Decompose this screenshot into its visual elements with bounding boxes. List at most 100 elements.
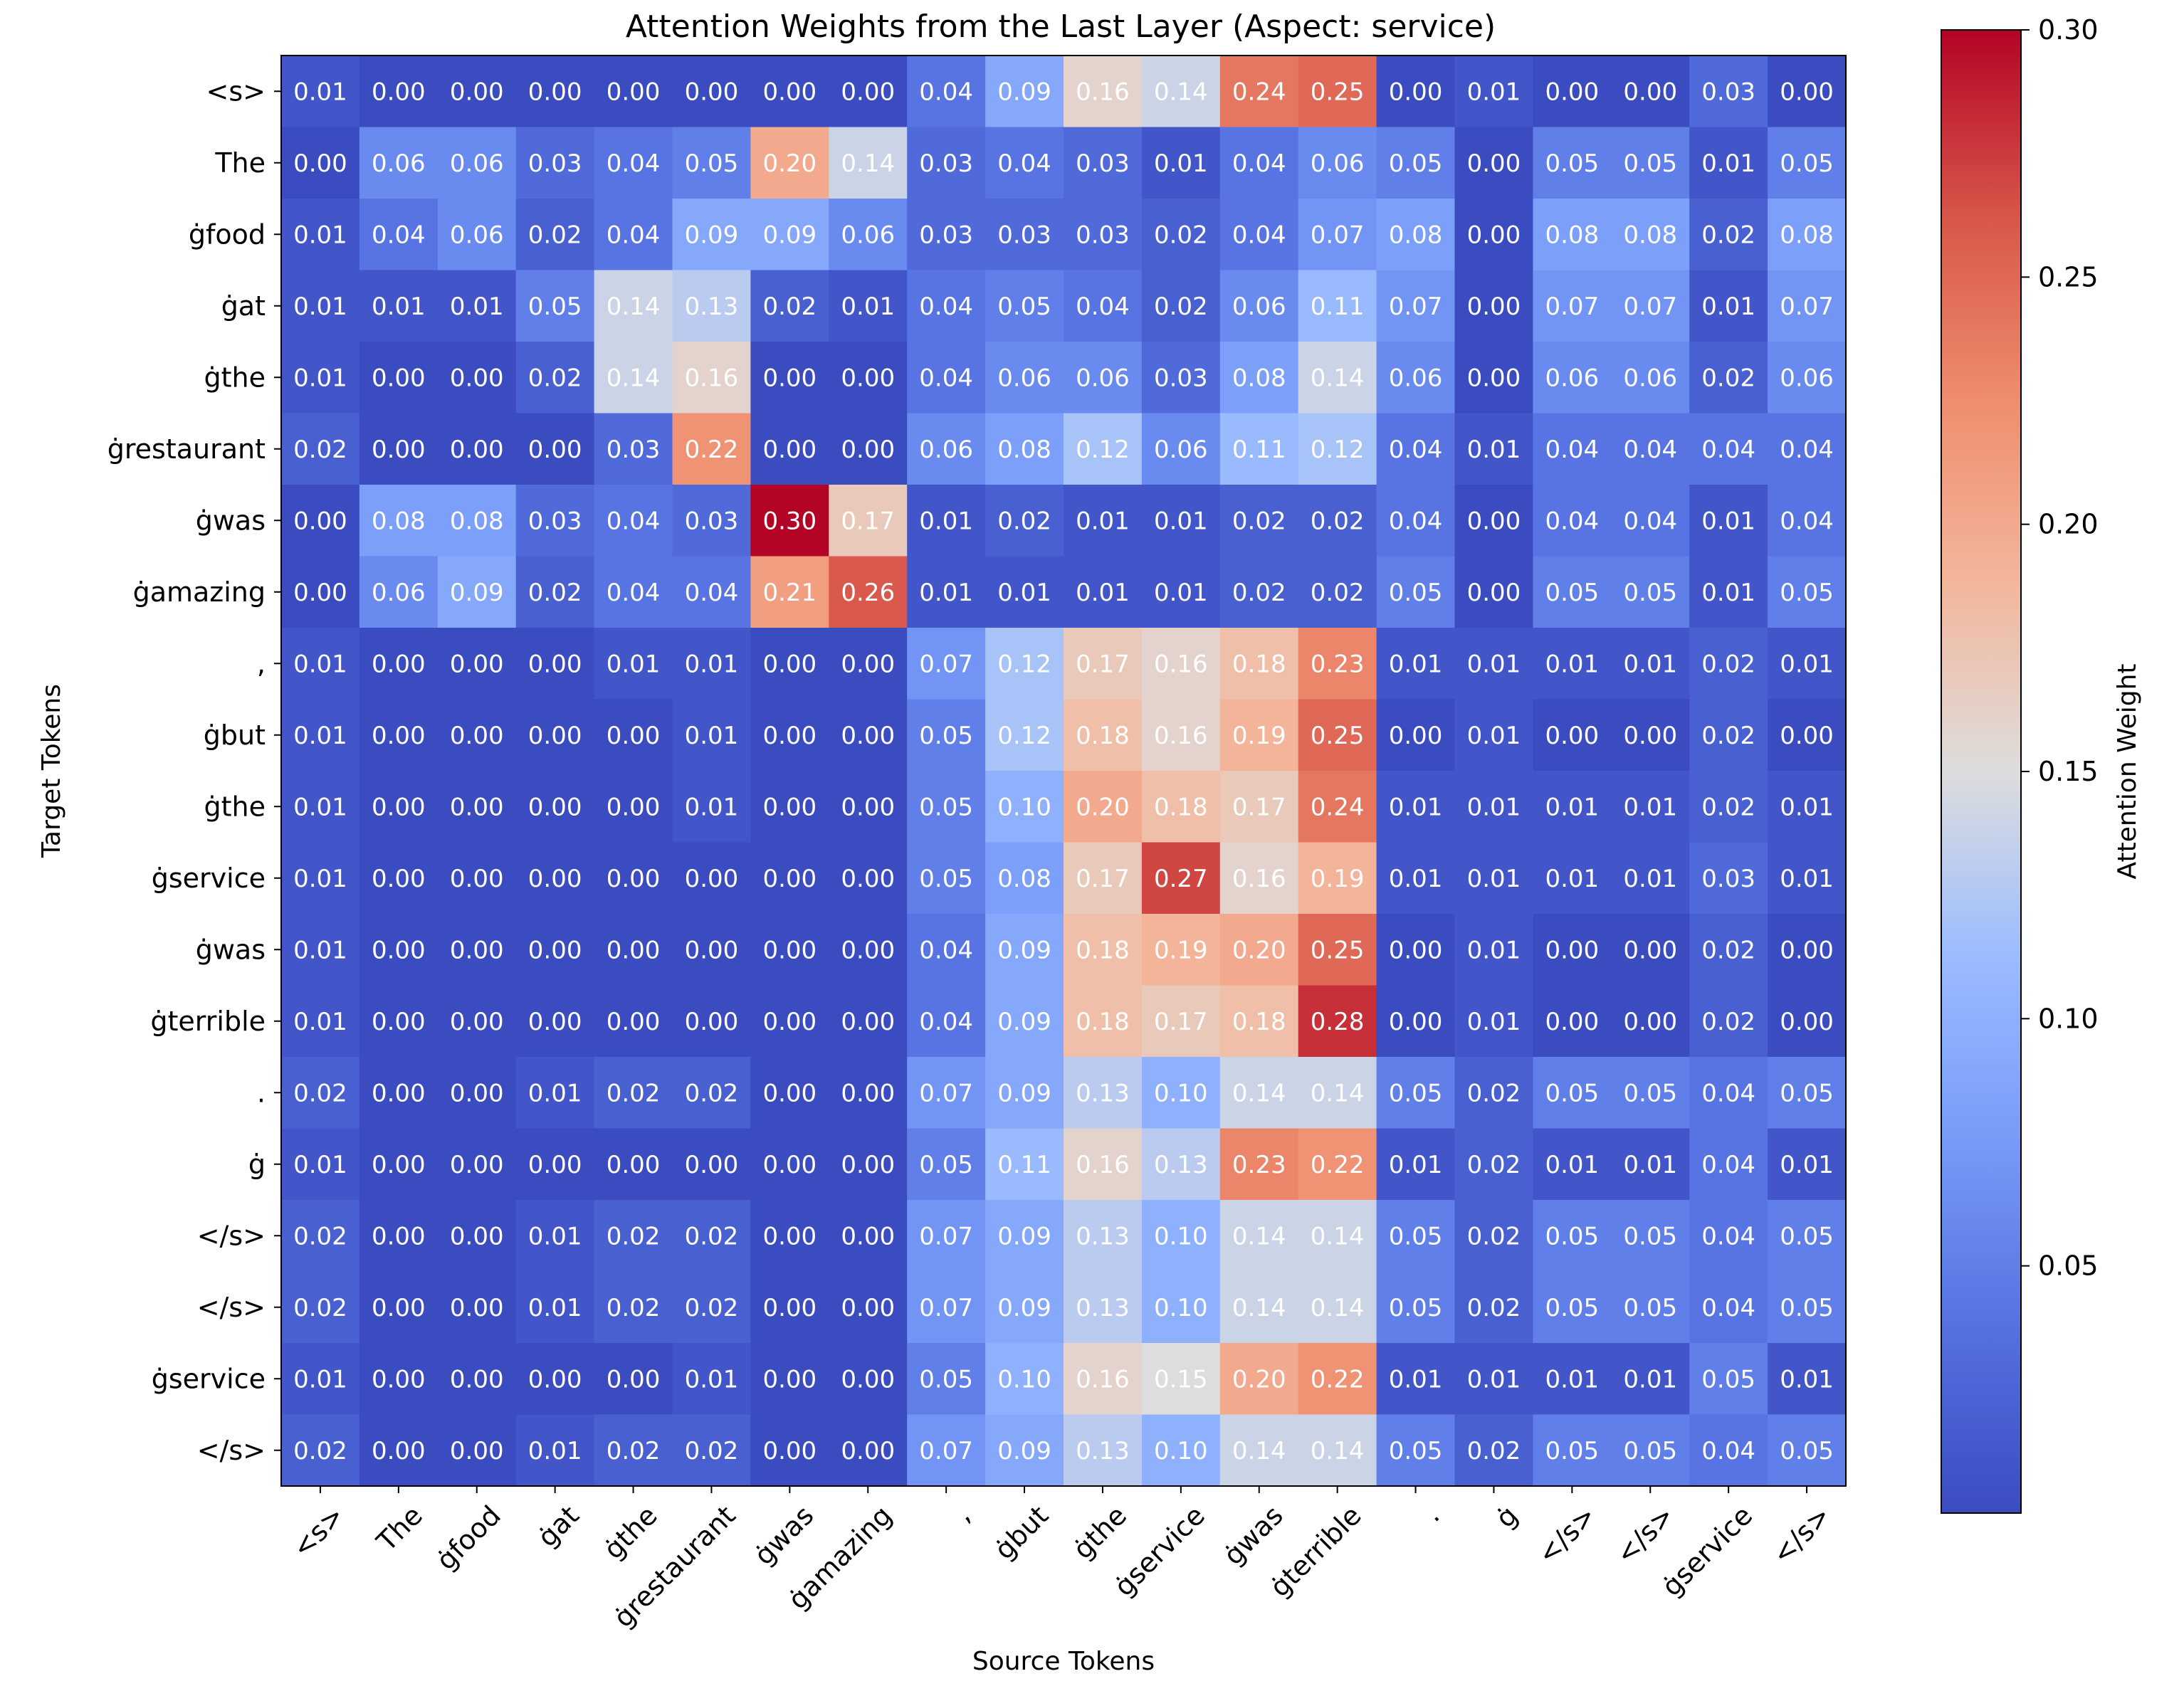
heatmap-cell [281, 1128, 360, 1201]
cell-value-label: 0.03 [1701, 78, 1755, 106]
cell-value-label: 0.09 [997, 78, 1051, 106]
cell-value-label: 0.00 [607, 1151, 661, 1179]
cell-value-label: 0.00 [762, 1294, 817, 1322]
cell-value-label: 0.06 [1780, 364, 1834, 392]
heatmap-cell [1454, 342, 1533, 414]
heatmap-cell [594, 1200, 673, 1273]
heatmap-cell [1611, 485, 1690, 557]
cell-value-label: 0.17 [1076, 865, 1130, 893]
heatmap-cell [594, 56, 673, 128]
heatmap-cell [829, 1343, 908, 1416]
cell-value-label: 0.00 [841, 1437, 895, 1465]
cell-value-label: 0.16 [685, 364, 739, 392]
cell-value-label: 0.19 [1154, 936, 1208, 964]
cell-value-label: 0.02 [1311, 507, 1365, 535]
heatmap-cell [359, 342, 439, 414]
cell-value-label: 0.25 [1311, 722, 1365, 750]
heatmap-cell [1533, 985, 1612, 1058]
heatmap-cell [1533, 199, 1612, 271]
heatmap-cell [515, 127, 595, 199]
cell-value-label: 0.08 [997, 865, 1051, 893]
heatmap-cell [594, 985, 673, 1058]
heatmap-cell [1298, 1343, 1377, 1416]
heatmap-cell [907, 771, 986, 843]
cell-value-label: 0.08 [1780, 221, 1834, 249]
cell-value-label: 0.03 [1154, 364, 1208, 392]
heatmap-cell [1219, 127, 1299, 199]
cell-value-label: 0.00 [841, 1008, 895, 1036]
heatmap-cell [1689, 127, 1768, 199]
cell-value-label: 0.06 [1232, 293, 1286, 321]
cell-value-label: 0.14 [1232, 1294, 1286, 1322]
cell-value-label: 0.05 [1623, 1294, 1677, 1322]
cell-value-label: 0.04 [1232, 149, 1286, 178]
x-tick-label: </s> [1610, 1500, 1680, 1570]
y-tick-label: ġwas [196, 934, 266, 965]
cell-value-label: 0.04 [607, 579, 661, 607]
cell-value-label: 0.08 [372, 507, 426, 535]
cell-value-label: 0.00 [450, 1222, 504, 1250]
heatmap-cell [750, 556, 829, 628]
cell-value-label: 0.03 [919, 221, 973, 249]
cell-value-label: 0.04 [1623, 436, 1677, 464]
heatmap-cell [750, 270, 829, 342]
cell-value-label: 0.00 [372, 1008, 426, 1036]
heatmap-cell [1376, 1200, 1456, 1273]
cell-value-label: 0.07 [919, 650, 973, 678]
cell-value-label: 0.25 [1311, 78, 1365, 106]
heatmap-cell [1611, 628, 1690, 700]
heatmap-cell [359, 842, 439, 915]
cell-value-label: 0.00 [372, 1437, 426, 1465]
heatmap-cell [594, 1057, 673, 1129]
cell-value-label: 0.12 [997, 722, 1051, 750]
heatmap-cell [829, 556, 908, 628]
cell-value-label: 0.01 [1389, 865, 1443, 893]
heatmap-cell [1141, 270, 1221, 342]
cell-value-label: 0.01 [685, 722, 739, 750]
cell-value-label: 0.01 [1780, 793, 1834, 821]
cell-value-label: 0.00 [1623, 1008, 1677, 1036]
cell-value-label: 0.08 [1389, 221, 1443, 249]
cell-value-label: 0.17 [1154, 1008, 1208, 1036]
heatmap-cell [750, 1271, 829, 1344]
heatmap-cell [1219, 270, 1299, 342]
heatmap-cell [281, 771, 360, 843]
heatmap-cell [985, 1057, 1064, 1129]
heatmap-cell [1611, 1343, 1690, 1416]
cell-value-label: 0.00 [607, 722, 661, 750]
heatmap-cell [750, 1414, 829, 1487]
heatmap-cell [907, 1057, 986, 1129]
cell-value-label: 0.01 [1623, 1151, 1677, 1179]
cell-value-label: 0.01 [293, 364, 347, 392]
heatmap-cell [437, 56, 517, 128]
cell-value-label: 0.18 [1232, 1008, 1286, 1036]
heatmap-cell [672, 1057, 751, 1129]
heatmap-cell [594, 628, 673, 700]
heatmap-cell [672, 1200, 751, 1273]
cell-value-label: 0.00 [1545, 722, 1599, 750]
heatmap-cell [1298, 1128, 1377, 1201]
heatmap-cell [359, 56, 439, 128]
cell-value-label: 0.00 [528, 1008, 582, 1036]
heatmap-cell [985, 842, 1064, 915]
cell-value-label: 0.01 [293, 221, 347, 249]
heatmap-cell [515, 1128, 595, 1201]
y-tick-label: ġfood [189, 218, 266, 250]
y-tick-label: </s> [197, 1435, 266, 1466]
heatmap-cell [281, 1271, 360, 1344]
y-tick-label: ġthe [204, 791, 266, 822]
heatmap-cell [1611, 270, 1690, 342]
cell-value-label: 0.05 [1623, 579, 1677, 607]
x-tick-label: <s> [286, 1500, 350, 1564]
heatmap-cell [281, 413, 360, 485]
heatmap-cell [750, 1200, 829, 1273]
heatmap-cell [829, 985, 908, 1058]
heatmap-cell [907, 127, 986, 199]
cell-value-label: 0.07 [919, 1222, 973, 1250]
heatmap-cell [1689, 199, 1768, 271]
cell-value-label: 0.04 [1545, 507, 1599, 535]
heatmap-cell [359, 771, 439, 843]
cell-value-label: 0.04 [1701, 1151, 1755, 1179]
heatmap-cell [907, 485, 986, 557]
cell-value-label: 0.01 [1545, 793, 1599, 821]
